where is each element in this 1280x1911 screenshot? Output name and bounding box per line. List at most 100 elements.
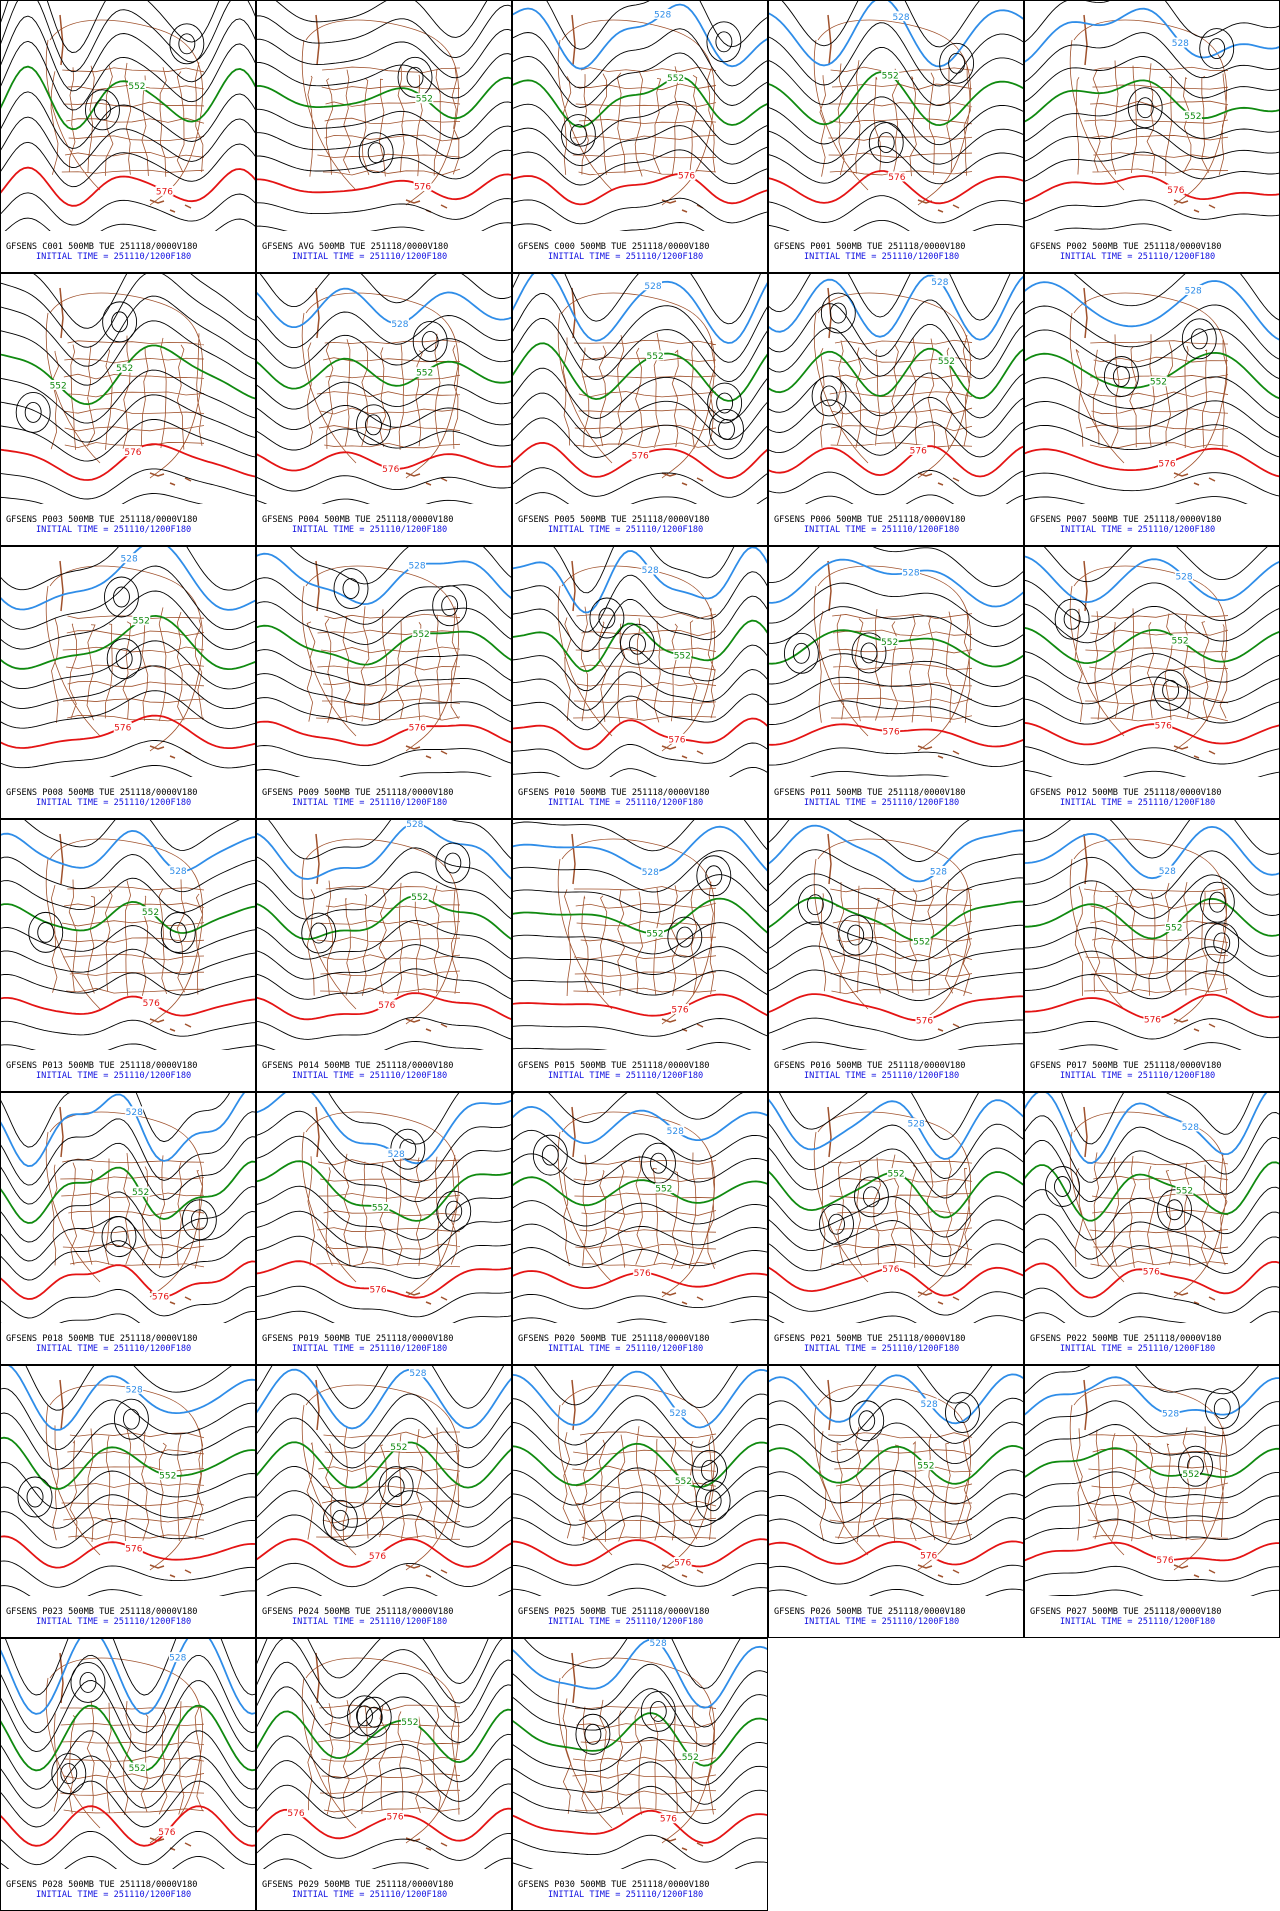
label-bg	[1156, 1554, 1175, 1565]
closed-contour	[820, 385, 838, 407]
contour	[257, 1310, 511, 1323]
closed-contour	[24, 401, 42, 423]
colored-contour	[257, 1093, 511, 1165]
contour	[257, 944, 511, 980]
contour	[513, 1153, 767, 1185]
colored-contour	[769, 558, 1023, 608]
contour-label: 552	[913, 937, 930, 947]
contour	[513, 197, 767, 225]
contour	[1025, 1, 1279, 43]
map-panel: 552 576 GFSENS C001 500MB TUE 251118/0000V…	[0, 0, 256, 273]
contour	[1025, 103, 1279, 142]
closed-contour	[1208, 38, 1226, 60]
contour	[1025, 376, 1279, 419]
colored-contour	[1, 1639, 255, 1715]
closed-contour	[101, 1216, 137, 1258]
label-bg	[1143, 1013, 1162, 1024]
contour	[513, 1859, 767, 1869]
map-panel: 528 552 576 GFSENS P023 500MB TUE 251118/00…	[0, 1365, 256, 1638]
label-bg	[887, 1168, 906, 1179]
closed-contour	[575, 1713, 611, 1755]
contour-label: 528	[902, 569, 919, 579]
contour	[1, 468, 255, 500]
label-bg	[930, 276, 949, 287]
panel-frame	[0, 1092, 256, 1365]
closed-contour	[435, 842, 471, 884]
contour	[1, 665, 255, 710]
contour-label: 576	[883, 728, 900, 738]
panel-init-time: INITIAL TIME = 251110/1200F180	[292, 1344, 447, 1354]
contour	[1, 493, 204, 504]
map-panel: 528 552 576 GFSENS P010 500MB TUE 251118/00…	[512, 546, 768, 819]
contour	[513, 874, 767, 914]
panel-title: GFSENS P003 500MB TUE 251118/0000V180	[6, 515, 197, 525]
islands	[315, 1379, 448, 1578]
colored-contour	[1025, 175, 1279, 203]
closed-contour	[37, 921, 55, 943]
label-bg	[1171, 37, 1190, 48]
panel-init-time: INITIAL TIME = 251110/1200F180	[1060, 1344, 1215, 1354]
contour	[1, 1211, 255, 1262]
contour	[1025, 1311, 1279, 1323]
closed-contour	[692, 1449, 727, 1491]
panel-init-time: INITIAL TIME = 251110/1200F180	[548, 1071, 703, 1081]
map-area: 528 552 576	[513, 1639, 767, 1869]
label-bg	[1158, 865, 1177, 876]
boundaries	[557, 292, 717, 479]
islands	[59, 287, 192, 486]
closed-contour	[51, 1753, 87, 1795]
contour-label: 576	[152, 1293, 169, 1303]
map-panel: 528 552 576 GFSENS P008 500MB TUE 251118/00…	[0, 546, 256, 819]
panel-init-time: INITIAL TIME = 251110/1200F180	[292, 252, 447, 262]
colored-contour	[769, 1373, 1023, 1425]
closed-contour	[444, 852, 462, 874]
closed-contour	[862, 1186, 880, 1208]
contour	[1, 1136, 255, 1205]
label-bg	[415, 93, 434, 104]
closed-contour	[619, 623, 655, 665]
colored-contour	[1, 1436, 255, 1490]
contour	[1025, 970, 1279, 1000]
map-area: 528 552 576	[513, 1093, 767, 1323]
label-bg	[400, 1716, 419, 1727]
map-area: 528 552 576	[513, 274, 767, 504]
islands	[1083, 560, 1216, 759]
contour	[1, 369, 255, 424]
panel-title: GFSENS P013 500MB TUE 251118/0000V180	[6, 1061, 197, 1071]
label-bg	[901, 567, 920, 578]
contour	[1, 394, 255, 443]
panel-frame	[0, 819, 256, 1092]
contour	[257, 198, 511, 220]
map-panel: 528 552 576 GFSENS P030 500MB TUE 251118/00…	[512, 1638, 768, 1911]
contour	[1, 1236, 255, 1281]
label-bg	[408, 560, 427, 571]
label-bg	[666, 1125, 685, 1136]
map-panel: 528 552 576 GFSENS P011 500MB TUE 251118/00…	[768, 546, 1024, 819]
contour	[1025, 698, 1279, 725]
contour-label: 576	[124, 448, 141, 458]
geography	[557, 14, 717, 213]
closed-contour	[532, 1134, 568, 1176]
label-bg	[413, 181, 432, 192]
panel-frame	[256, 1365, 512, 1638]
label-bg	[157, 1826, 176, 1837]
panel-init-time: INITIAL TIME = 251110/1200F180	[804, 1071, 959, 1081]
closed-contour	[709, 409, 744, 450]
panel-init-time: INITIAL TIME = 251110/1200F180	[548, 1617, 703, 1627]
label-bg	[381, 463, 400, 474]
contour	[769, 582, 1023, 627]
colored-contour	[513, 1809, 767, 1844]
contour-label: 552	[116, 364, 133, 374]
contour	[781, 1, 980, 48]
contour	[513, 1466, 767, 1508]
contour	[257, 1639, 489, 1684]
contour	[1025, 1400, 1279, 1436]
contour-label: 552	[142, 908, 159, 918]
contour	[1, 1511, 255, 1549]
panel-frame	[512, 546, 768, 819]
label-bg	[287, 1807, 306, 1818]
label-bg	[390, 318, 409, 329]
contour	[513, 1417, 767, 1468]
map-panel: 528 552 576 GFSENS P021 500MB TUE 251118/00…	[768, 1092, 1024, 1365]
